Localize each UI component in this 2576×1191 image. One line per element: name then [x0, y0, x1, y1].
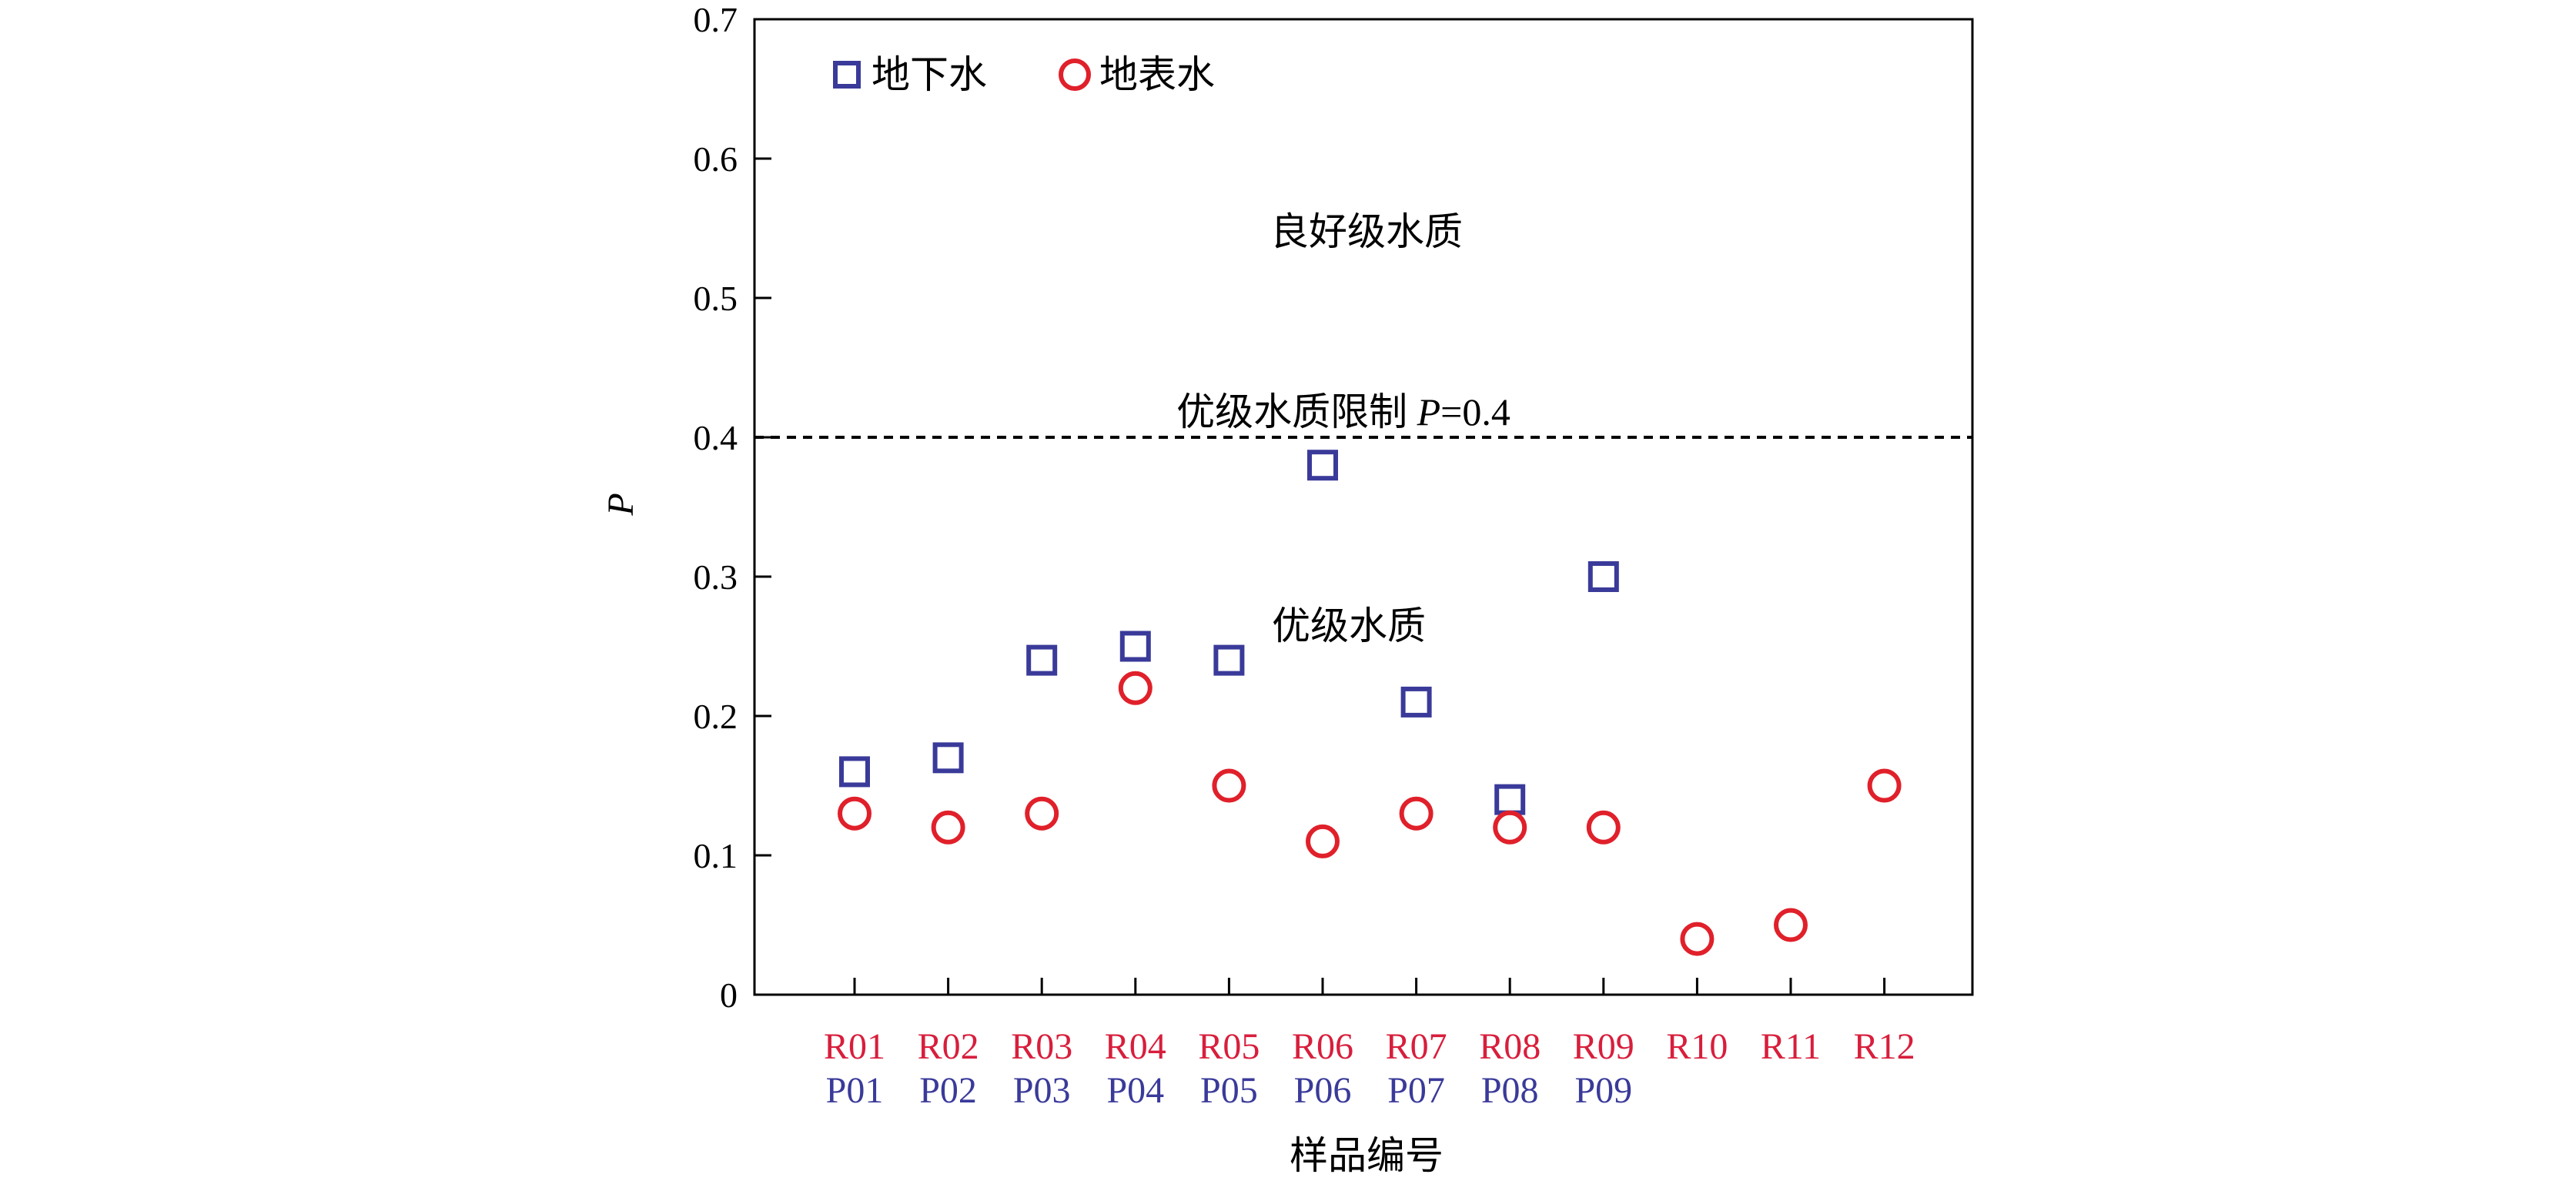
x-tick-label-ground: P06	[1294, 1070, 1352, 1111]
y-tick-label: 0	[720, 975, 738, 1015]
y-tick-label: 0.1	[694, 836, 738, 875]
threshold-label: 优级水质限制 P=0.4	[1176, 390, 1510, 433]
y-tick-label: 0.2	[694, 697, 738, 736]
threshold-label-prefix: 优级水质限制	[1176, 390, 1417, 433]
groundwater-point	[839, 756, 870, 788]
groundwater-point	[1119, 631, 1151, 662]
y-tick-label: 0.6	[694, 139, 738, 179]
x-tick-label-surface: R12	[1854, 1026, 1915, 1067]
x-tick-label-surface: R11	[1761, 1026, 1821, 1067]
y-axis-label: P	[601, 493, 641, 516]
legend-circle-marker	[1059, 59, 1091, 91]
legend-square-marker	[833, 61, 861, 89]
groundwater-point	[1213, 644, 1245, 676]
surfacewater-point	[1212, 768, 1246, 803]
surfacewater-point	[1118, 671, 1153, 705]
surfacewater-point	[931, 810, 965, 845]
annotation-excellent-quality: 优级水质	[1272, 604, 1426, 647]
surfacewater-point	[1025, 796, 1059, 831]
threshold-layer: 优级水质限制 P=0.4	[754, 390, 1972, 439]
surfacewater-point	[1493, 810, 1527, 845]
x-tick-label-surface: R08	[1479, 1026, 1541, 1067]
plot-border	[753, 18, 1974, 996]
data-marks	[838, 450, 1902, 956]
threshold-label-var: P	[1417, 390, 1441, 433]
x-tick-label-surface: R03	[1011, 1026, 1072, 1067]
threshold-label-suffix: =0.4	[1440, 390, 1510, 433]
surfacewater-point	[838, 796, 871, 831]
annotation-good-quality: 良好级水质	[1270, 210, 1463, 253]
groundwater-point	[1307, 450, 1338, 481]
x-tick-label-ground: P08	[1481, 1070, 1539, 1111]
surfacewater-point	[1774, 908, 1808, 942]
groundwater-point	[1026, 644, 1058, 676]
plot-frame	[753, 18, 1974, 996]
surfacewater-point	[1586, 810, 1621, 845]
x-tick-label-ground: P09	[1574, 1070, 1632, 1111]
x-tick-label-surface: R06	[1292, 1026, 1353, 1067]
y-tick-label: 0.5	[694, 279, 738, 318]
surfacewater-point	[1399, 796, 1434, 831]
x-tick-label-surface: R09	[1573, 1026, 1634, 1067]
x-axis-ticks: R01 R02 R03 R04 R05 R06 R07 R08 R09 R10 R11 R12 P01 P…	[824, 978, 1915, 1111]
x-tick-label-ground: P02	[919, 1070, 977, 1111]
x-tick-label-surface: R02	[918, 1026, 979, 1067]
y-tick-label: 0.7	[694, 0, 738, 39]
y-tick-label: 0.3	[694, 557, 738, 597]
surfacewater-point	[1306, 824, 1340, 858]
groundwater-point	[932, 742, 964, 774]
x-tick-label-ground: P05	[1200, 1070, 1258, 1111]
x-tick-label-surface: R07	[1386, 1026, 1447, 1067]
x-tick-label-surface: R10	[1666, 1026, 1728, 1067]
groundwater-point	[1587, 561, 1619, 592]
groundwater-point	[1400, 686, 1432, 718]
x-tick-label-surface: R01	[824, 1026, 885, 1067]
surfacewater-point	[1867, 768, 1902, 803]
x-tick-label-surface: R05	[1198, 1026, 1260, 1067]
x-axis-label: 样品编号	[1290, 1134, 1444, 1177]
x-tick-label-ground: P04	[1106, 1070, 1164, 1111]
x-tick-label-ground: P01	[826, 1070, 884, 1111]
legend-label: 地下水	[871, 53, 987, 96]
groundwater-point	[1494, 784, 1526, 815]
y-axis-ticks: 0 0.1 0.2 0.3 0.4 0.5 0.6 0.7	[694, 0, 771, 1015]
surfacewater-point	[1680, 922, 1715, 956]
x-tick-label-ground: P07	[1387, 1070, 1445, 1111]
legend: 地下水 地表水	[833, 53, 1215, 96]
x-tick-label-ground: P03	[1013, 1070, 1071, 1111]
y-tick-label: 0.4	[694, 418, 738, 457]
legend-label: 地表水	[1099, 53, 1215, 96]
x-tick-label-surface: R04	[1105, 1026, 1166, 1067]
